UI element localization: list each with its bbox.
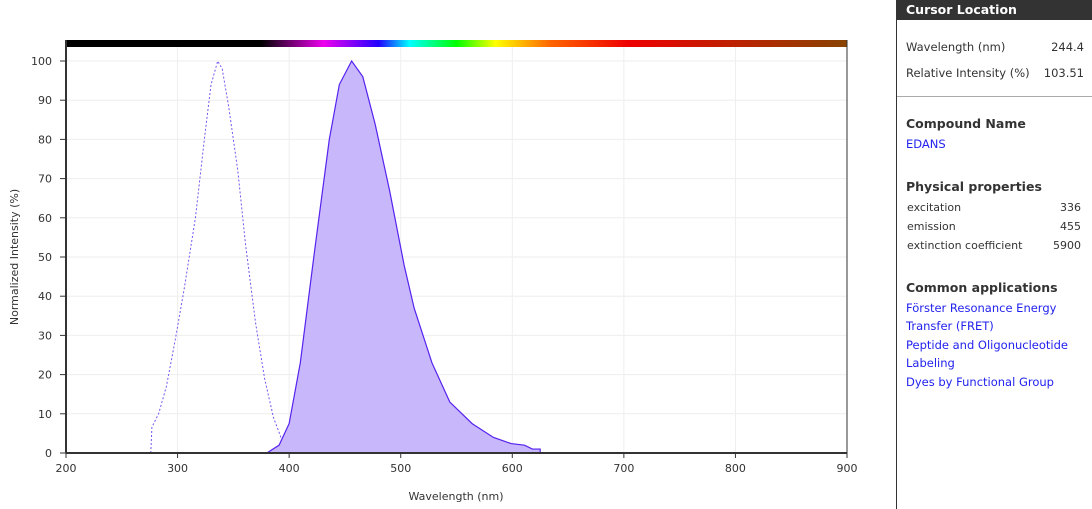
wavelength-label: Wavelength (nm) bbox=[906, 40, 1006, 54]
excitation-spectrum bbox=[150, 59, 301, 454]
y-tick-label: 50 bbox=[38, 251, 52, 264]
y-tick-label: 30 bbox=[38, 329, 52, 342]
x-tick-label: 200 bbox=[56, 462, 77, 475]
x-tick-label: 300 bbox=[167, 462, 188, 475]
wavelength-color-bar bbox=[66, 40, 847, 47]
compound-link[interactable]: EDANS bbox=[906, 137, 946, 151]
cursor-location-header: Cursor Location bbox=[897, 0, 1092, 20]
y-tick-label: 70 bbox=[38, 173, 52, 186]
x-tick-label: 400 bbox=[279, 462, 300, 475]
y-tick-label: 90 bbox=[38, 94, 52, 107]
y-tick-label: 0 bbox=[45, 447, 52, 460]
property-row: extinction coefficient 5900 bbox=[906, 236, 1084, 255]
property-row: excitation 336 bbox=[906, 198, 1084, 217]
property-name: extinction coefficient bbox=[907, 238, 1023, 252]
spectrum-chart[interactable]: 200 300 400 500 600 700 800 900 0 10 20 30 40 50 60 70 8… bbox=[0, 0, 895, 509]
y-tick-label: 40 bbox=[38, 290, 52, 303]
application-link[interactable]: Peptide and Oligonucleotide Labeling bbox=[906, 337, 1068, 371]
property-row: emission 455 bbox=[906, 217, 1084, 236]
x-tick-label: 700 bbox=[613, 462, 634, 475]
grid bbox=[65, 47, 848, 454]
application-link[interactable]: Förster Resonance Energy Transfer (FRET) bbox=[906, 300, 1057, 334]
x-tick-label: 500 bbox=[390, 462, 411, 475]
x-tick-label: 900 bbox=[837, 462, 858, 475]
physical-properties-heading: Physical properties bbox=[906, 178, 1042, 194]
compound-name-heading: Compound Name bbox=[906, 116, 1026, 131]
property-value: 455 bbox=[1060, 219, 1081, 233]
y-axis-label: Normalized Intensity (%) bbox=[8, 189, 21, 325]
property-value: 336 bbox=[1060, 200, 1081, 214]
y-tick-label: 80 bbox=[38, 133, 52, 146]
x-tick-label: 800 bbox=[725, 462, 746, 475]
emission-spectrum bbox=[264, 59, 541, 454]
x-axis-label: Wavelength (nm) bbox=[408, 490, 503, 503]
x-tick-label: 600 bbox=[502, 462, 523, 475]
y-tick-label: 10 bbox=[38, 408, 52, 421]
property-value: 5900 bbox=[1053, 238, 1081, 252]
y-tick-label: 60 bbox=[38, 212, 52, 225]
info-panel: Cursor Location Wavelength (nm) 244.4 Rel… bbox=[896, 0, 1092, 509]
intensity-label: Relative Intensity (%) bbox=[906, 66, 1030, 80]
intensity-value: 103.51 bbox=[1043, 66, 1084, 80]
y-tick-label: 20 bbox=[38, 369, 52, 382]
application-link[interactable]: Dyes by Functional Group bbox=[906, 374, 1054, 389]
property-name: emission bbox=[907, 219, 956, 233]
wavelength-value: 244.4 bbox=[1051, 40, 1084, 54]
common-applications-heading: Common applications bbox=[906, 279, 1058, 295]
y-tick-label: 100 bbox=[31, 55, 52, 68]
property-name: excitation bbox=[907, 200, 962, 214]
